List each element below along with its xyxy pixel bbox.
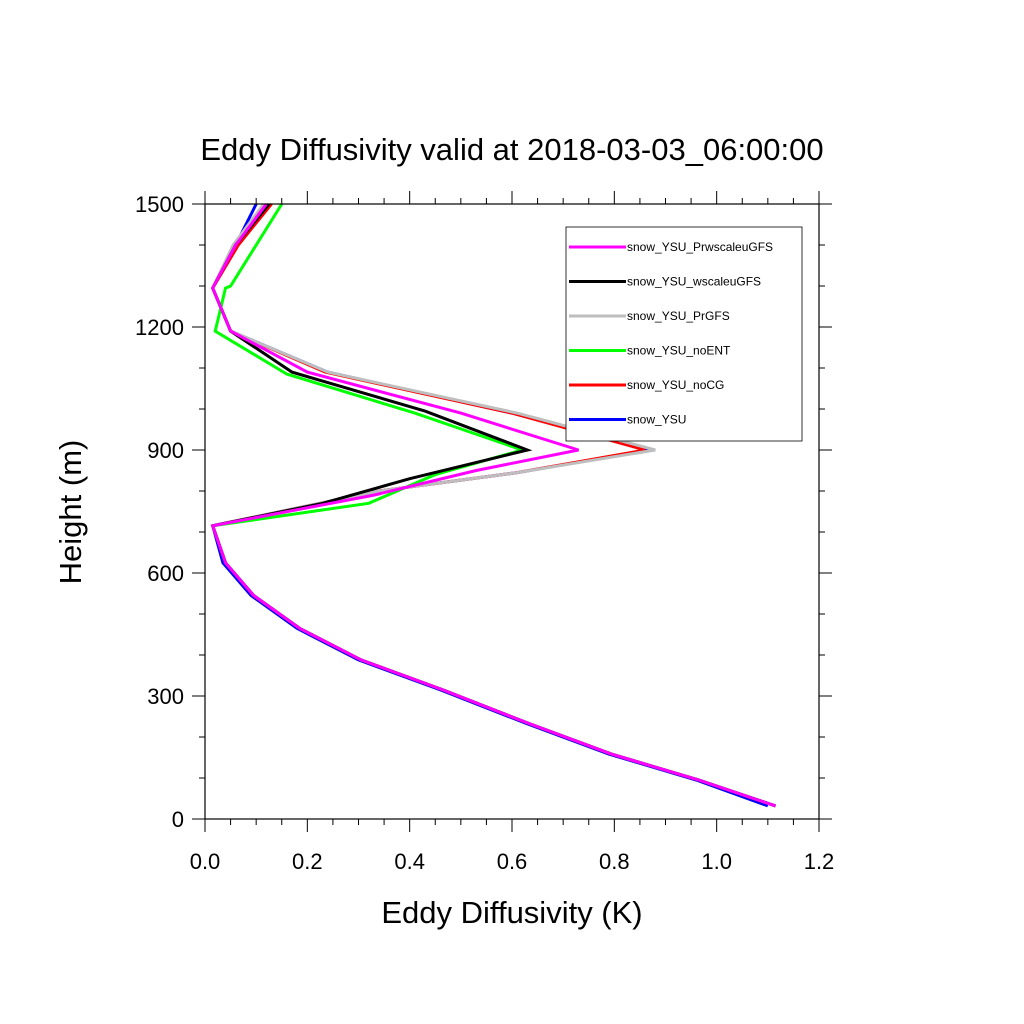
legend-label: snow_YSU_noCG [627, 378, 724, 392]
legend: snow_YSU_PrwscaleuGFS snow_YSU_wscaleuGFS… [565, 226, 803, 442]
x-tick-label: 0.8 [599, 849, 630, 874]
legend-box [565, 226, 803, 442]
axes: 0.0 0.2 0.4 0.6 0.8 1.0 1.2 0 300 600 900 1200 1500 [135, 191, 834, 874]
x-tick-label: 0.4 [394, 849, 425, 874]
x-axis-label: Eddy Diffusivity (K) [381, 895, 642, 930]
legend-label: snow_YSU_wscaleuGFS [627, 275, 761, 289]
legend-label: snow_YSU [627, 413, 686, 427]
y-tick-label: 900 [147, 438, 184, 463]
x-tick-label: 1.0 [701, 849, 732, 874]
y-tick-label: 1500 [135, 192, 184, 217]
series-line-snow_YSU_PrwscaleuGFS [210, 203, 776, 808]
x-tick-label: 1.2 [804, 849, 835, 874]
y-tick-label: 0 [172, 807, 184, 832]
legend-label: snow_YSU_PrGFS [627, 309, 730, 323]
legend-label: snow_YSU_PrwscaleuGFS [627, 240, 773, 254]
x-tick-label: 0.6 [497, 849, 528, 874]
chart-title: Eddy Diffusivity valid at 2018-03-03_06:… [200, 132, 823, 167]
y-axis-label: Height (m) [53, 440, 88, 585]
y-tick-label: 300 [147, 684, 184, 709]
y-tick-label: 1200 [135, 315, 184, 340]
x-tick-label: 0.0 [190, 849, 221, 874]
y-tick-label: 600 [147, 561, 184, 586]
plot-lines [210, 203, 776, 808]
x-tick-label: 0.2 [292, 849, 323, 874]
legend-label: snow_YSU_noENT [627, 344, 731, 358]
